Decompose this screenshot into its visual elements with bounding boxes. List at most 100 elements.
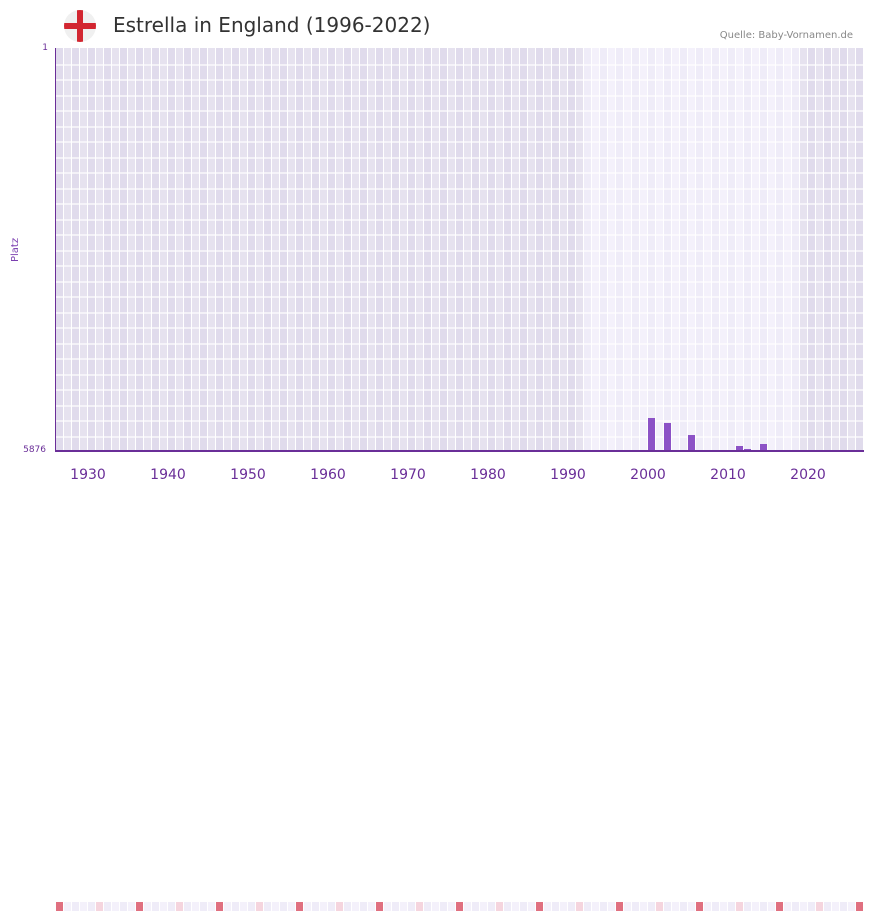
year-column <box>808 48 815 450</box>
year-marker <box>312 902 319 911</box>
grid-line <box>56 404 864 407</box>
year-marker <box>656 902 663 911</box>
year-column <box>176 48 183 450</box>
year-marker <box>352 902 359 911</box>
year-marker <box>592 902 599 911</box>
rank-bar[interactable] <box>744 448 751 450</box>
year-marker <box>360 902 367 911</box>
year-column <box>552 48 559 450</box>
year-column <box>640 48 647 450</box>
year-marker <box>664 902 671 911</box>
year-column <box>80 48 87 450</box>
rank-bar[interactable] <box>664 422 671 450</box>
grid-line <box>56 63 864 66</box>
year-marker <box>72 902 79 911</box>
year-column <box>432 48 439 450</box>
year-marker <box>776 902 783 911</box>
year-column <box>816 48 823 450</box>
year-marker <box>784 902 791 911</box>
year-column <box>744 48 751 450</box>
year-marker <box>80 902 87 911</box>
year-marker <box>152 902 159 911</box>
year-column <box>792 48 799 450</box>
year-column <box>608 48 615 450</box>
grid-line <box>56 249 864 252</box>
year-column <box>352 48 359 450</box>
year-marker <box>640 902 647 911</box>
year-marker <box>232 902 239 911</box>
year-marker <box>816 902 823 911</box>
grid-line <box>56 110 864 112</box>
year-column <box>840 48 847 450</box>
year-marker <box>584 902 591 911</box>
x-tick: 1980 <box>470 467 506 483</box>
year-column <box>72 48 79 450</box>
year-column <box>208 48 215 450</box>
year-column <box>848 48 855 450</box>
year-column <box>304 48 311 450</box>
year-marker <box>704 902 711 911</box>
year-column <box>720 48 727 450</box>
year-column <box>448 48 455 450</box>
grid-line <box>56 141 864 143</box>
year-column <box>512 48 519 450</box>
year-column <box>736 48 743 450</box>
year-marker <box>96 902 103 911</box>
year-column <box>56 48 63 450</box>
rank-bar[interactable] <box>648 417 655 450</box>
year-column <box>856 48 863 450</box>
year-marker <box>64 902 71 911</box>
year-marker <box>192 902 199 911</box>
year-marker <box>736 902 743 911</box>
year-column <box>768 48 775 450</box>
year-column <box>296 48 303 450</box>
year-marker <box>792 902 799 911</box>
rank-bar[interactable] <box>760 444 767 450</box>
x-tick: 1960 <box>310 467 346 483</box>
year-column <box>64 48 71 450</box>
year-column <box>280 48 287 450</box>
year-marker <box>128 902 135 911</box>
grid-line <box>56 265 864 267</box>
rank-bar[interactable] <box>736 446 743 450</box>
year-column <box>160 48 167 450</box>
year-marker <box>688 902 695 911</box>
year-markers <box>56 451 864 911</box>
year-column <box>696 48 703 450</box>
year-column <box>384 48 391 450</box>
year-column <box>320 48 327 450</box>
rank-bar[interactable] <box>688 435 695 450</box>
year-column <box>752 48 759 450</box>
year-marker <box>256 902 263 911</box>
year-marker <box>696 902 703 911</box>
year-marker <box>536 902 543 911</box>
year-column <box>288 48 295 450</box>
grid-line <box>56 218 864 221</box>
year-column <box>688 48 695 450</box>
year-marker <box>448 902 455 911</box>
year-column <box>632 48 639 450</box>
year-marker <box>272 902 279 911</box>
year-marker <box>464 902 471 911</box>
year-marker <box>552 902 559 911</box>
year-marker <box>224 902 231 911</box>
year-marker <box>56 902 63 911</box>
year-column <box>152 48 159 450</box>
source-label: Quelle: Baby-Vornamen.de <box>719 30 853 41</box>
x-tick: 1930 <box>70 467 106 483</box>
year-column <box>728 48 735 450</box>
year-marker <box>600 902 607 911</box>
year-column <box>592 48 599 450</box>
year-marker <box>472 902 479 911</box>
year-column <box>400 48 407 450</box>
year-column <box>184 48 191 450</box>
grid-line <box>56 342 864 345</box>
year-column <box>784 48 791 450</box>
year-marker <box>112 902 119 911</box>
grid-line <box>56 327 864 329</box>
year-column <box>232 48 239 450</box>
year-marker <box>328 902 335 911</box>
year-column <box>616 48 623 450</box>
x-tick: 2000 <box>630 467 666 483</box>
year-column <box>576 48 583 450</box>
